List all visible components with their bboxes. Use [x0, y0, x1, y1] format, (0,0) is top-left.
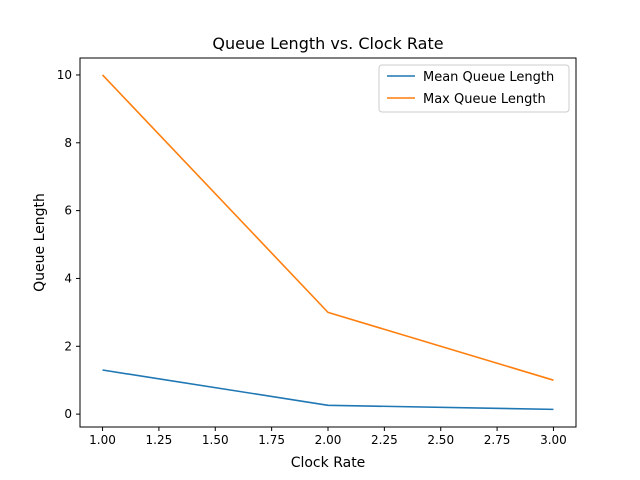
plot-area-frame	[79, 57, 577, 428]
y-axis-label: Queue Length	[32, 193, 48, 292]
y-tick-label: 10	[57, 68, 72, 82]
y-tick-label: 4	[64, 271, 72, 285]
y-tick-label: 2	[64, 339, 72, 353]
y-tick-label: 8	[64, 136, 72, 150]
x-tick-label: 1.25	[146, 433, 173, 447]
y-tick-label: 6	[64, 204, 72, 218]
series-line-mean-queue-length	[102, 369, 554, 411]
chart-title: Queue Length vs. Clock Rate	[212, 34, 443, 53]
x-tick-label: 2.25	[371, 433, 398, 447]
series-line-max-queue-length	[101, 74, 554, 381]
legend-label-mean-queue-length: Mean Queue Length	[423, 70, 554, 85]
x-tick-label: 3.00	[540, 433, 567, 447]
legend-label-max-queue-length: Max Queue Length	[423, 92, 546, 107]
y-axis-ticks: 0 2 4 6 8 10	[57, 68, 80, 421]
x-tick-label: 2.75	[484, 433, 511, 447]
x-axis-ticks: 1.00 1.25 1.50 1.75 2.00 2.25 2.50 2.75 3.00	[89, 427, 567, 447]
x-tick-label: 1.50	[202, 433, 229, 447]
y-tick-label: 0	[64, 407, 72, 421]
x-tick-label: 2.50	[427, 433, 454, 447]
x-tick-label: 1.75	[258, 433, 285, 447]
x-tick-label: 2.00	[315, 433, 342, 447]
x-tick-label: 1.00	[89, 433, 116, 447]
series-layer	[101, 74, 554, 411]
legend: Mean Queue Length Max Queue Length	[378, 64, 570, 113]
x-axis-label: Clock Rate	[291, 455, 366, 471]
legend-box	[378, 64, 570, 113]
